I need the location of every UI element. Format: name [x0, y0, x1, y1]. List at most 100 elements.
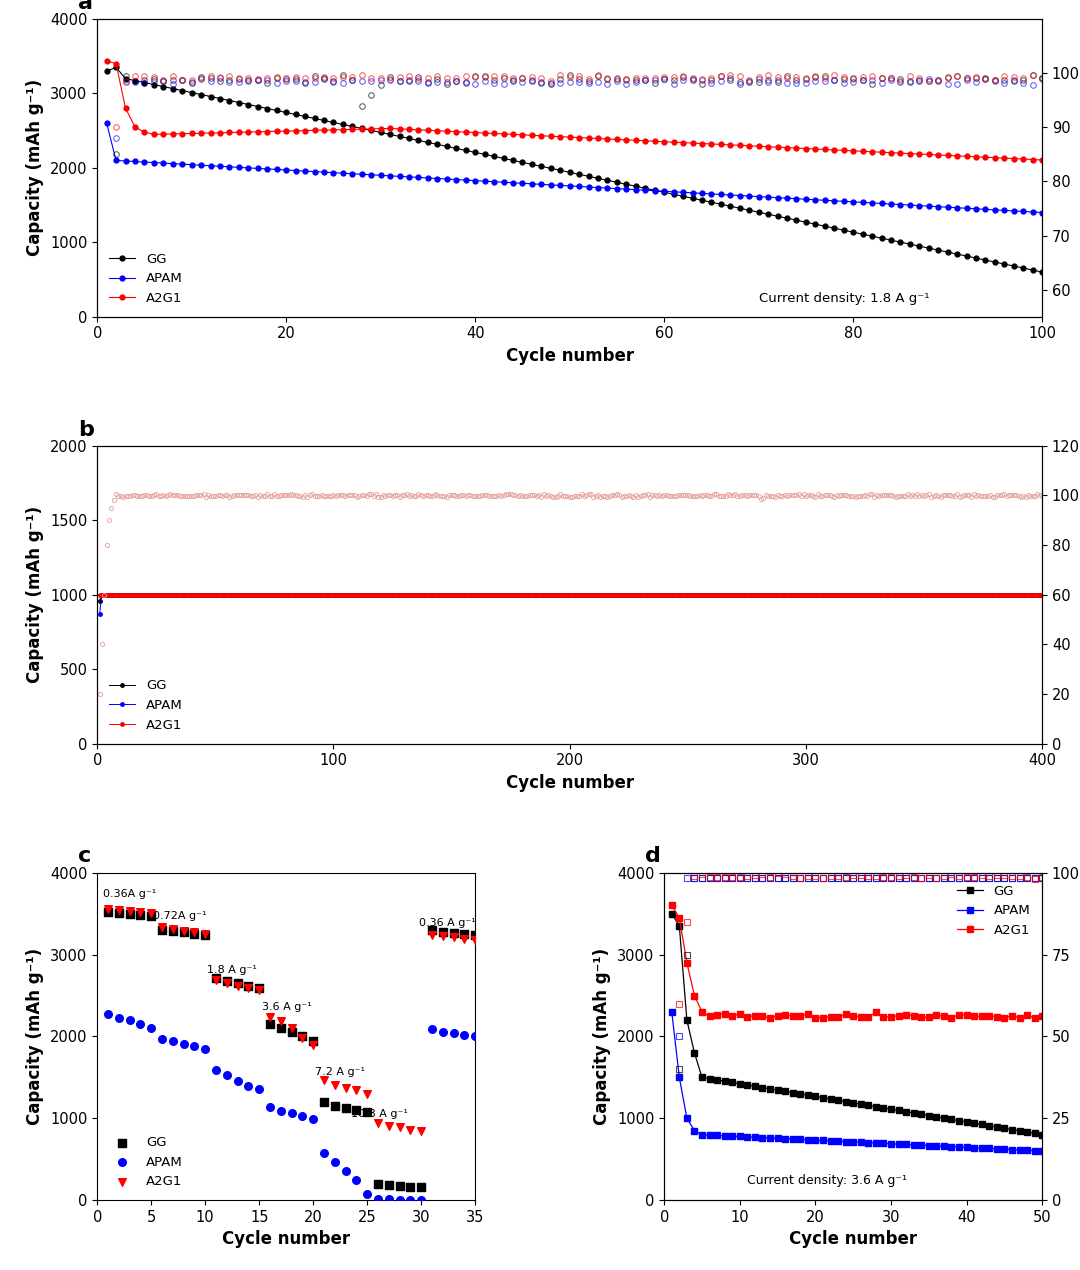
APAM — [786, 1132, 799, 1147]
APAM — [696, 1126, 708, 1142]
APAM — [164, 1031, 181, 1052]
APAM — [748, 1129, 761, 1144]
Text: 10.8 A g⁻¹: 10.8 A g⁻¹ — [351, 1110, 408, 1119]
A2G1 — [467, 930, 484, 950]
A2G1 — [369, 1113, 387, 1133]
APAM — [688, 1123, 701, 1138]
Y-axis label: Capacity (mAh g⁻¹): Capacity (mAh g⁻¹) — [26, 947, 44, 1125]
A2G1 — [960, 149, 973, 164]
APAM — [1036, 1143, 1049, 1158]
Line: GG: GG — [669, 911, 1045, 1138]
A2G1 — [348, 1081, 365, 1101]
GG — [218, 970, 235, 991]
GG — [413, 1177, 430, 1198]
Text: 0.36A g⁻¹: 0.36A g⁻¹ — [103, 889, 156, 899]
APAM — [816, 1133, 829, 1148]
GG — [175, 922, 192, 942]
APAM — [960, 201, 973, 216]
Y-axis label: Capacity (mAh g⁻¹): Capacity (mAh g⁻¹) — [26, 79, 44, 257]
GG — [801, 1087, 814, 1102]
APAM — [900, 1137, 913, 1152]
Line: A2G1: A2G1 — [104, 58, 1044, 163]
APAM — [121, 1010, 138, 1030]
A2G1 — [696, 1005, 708, 1020]
GG — [847, 1095, 860, 1110]
Legend: GG, APAM, A2G1: GG, APAM, A2G1 — [951, 879, 1036, 942]
A2G1 — [391, 1118, 408, 1138]
APAM — [305, 1109, 322, 1129]
GG — [229, 973, 246, 993]
GG — [688, 587, 701, 602]
A2G1 — [582, 131, 595, 146]
A2G1 — [718, 1006, 731, 1021]
GG — [207, 968, 225, 988]
APAM — [779, 1132, 792, 1147]
APAM — [688, 587, 701, 602]
Line: A2G1: A2G1 — [98, 593, 1044, 597]
APAM — [251, 1078, 268, 1099]
APAM — [240, 1076, 257, 1096]
APAM — [318, 165, 330, 180]
GG — [423, 919, 441, 940]
APAM — [915, 1138, 928, 1153]
A2G1 — [658, 135, 671, 150]
Text: 0.36 A g⁻¹: 0.36 A g⁻¹ — [419, 918, 476, 928]
GG — [779, 1083, 792, 1099]
A2G1 — [434, 926, 451, 946]
A2G1 — [283, 1019, 300, 1039]
Text: b: b — [79, 420, 94, 439]
APAM — [337, 1161, 354, 1181]
A2G1 — [983, 1008, 996, 1024]
GG — [892, 1102, 905, 1118]
A2G1 — [877, 1010, 890, 1025]
GG — [380, 1175, 397, 1195]
GG — [186, 923, 203, 944]
APAM — [403, 587, 416, 602]
A2G1 — [930, 1007, 943, 1022]
GG — [900, 1104, 913, 1119]
GG — [93, 593, 106, 608]
APAM — [854, 1134, 867, 1149]
GG — [315, 1092, 333, 1113]
APAM — [402, 1190, 419, 1210]
A2G1 — [686, 587, 699, 602]
APAM — [990, 1142, 1003, 1157]
GG — [756, 1080, 769, 1095]
GG — [937, 1110, 950, 1125]
A2G1 — [207, 970, 225, 991]
A2G1 — [862, 1010, 875, 1025]
A2G1 — [1005, 1008, 1018, 1024]
A2G1 — [771, 1008, 784, 1024]
A2G1 — [892, 1008, 905, 1024]
A2G1 — [261, 1007, 279, 1027]
APAM — [968, 1140, 981, 1156]
APAM — [207, 1060, 225, 1081]
APAM — [832, 1134, 845, 1149]
GG — [748, 1078, 761, 1093]
A2G1 — [240, 978, 257, 998]
GG — [665, 906, 678, 921]
GG — [469, 587, 482, 602]
APAM — [726, 1129, 739, 1144]
GG — [1005, 1121, 1018, 1137]
A2G1 — [990, 1010, 1003, 1025]
Line: GG: GG — [98, 593, 1044, 602]
A2G1 — [960, 1007, 973, 1022]
APAM — [809, 1133, 822, 1148]
GG — [970, 250, 983, 265]
GG — [718, 1073, 731, 1088]
GG — [143, 906, 160, 926]
GG — [915, 1106, 928, 1121]
A2G1 — [100, 53, 113, 69]
A2G1 — [945, 1011, 958, 1026]
APAM — [930, 1138, 943, 1153]
GG — [688, 1045, 701, 1060]
APAM — [315, 1143, 333, 1163]
A2G1 — [1036, 1008, 1049, 1024]
A2G1 — [885, 1010, 897, 1025]
APAM — [892, 1137, 905, 1152]
APAM — [143, 1019, 160, 1039]
APAM — [680, 1111, 693, 1126]
APAM — [665, 1005, 678, 1020]
Text: 0.72A g⁻¹: 0.72A g⁻¹ — [153, 912, 207, 922]
